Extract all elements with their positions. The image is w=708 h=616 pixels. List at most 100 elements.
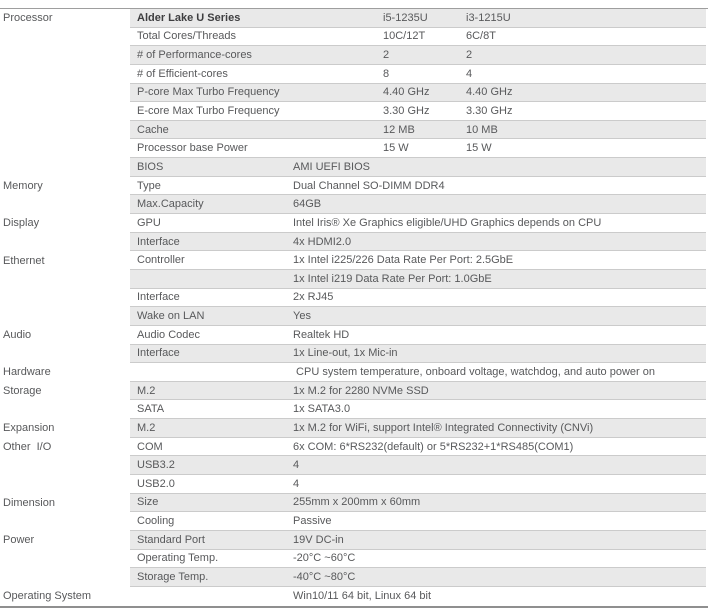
row-label: E-core Max Turbo Frequency xyxy=(137,105,280,118)
row-category xyxy=(0,102,130,121)
table-row: Memory Type Dual Channel SO-DIMM DDR4 xyxy=(0,176,708,196)
row-value-secondary: 2 xyxy=(466,49,473,62)
row-body: 1x Intel i219 Data Rate Per Port: 1.0GbE xyxy=(130,269,706,289)
spec-table: Processor Alder Lake U Series i5-1235U i3-1… xyxy=(0,8,708,606)
row-category xyxy=(0,475,130,494)
row-body: Storage Temp. -40°C ~80°C xyxy=(130,568,706,587)
row-category xyxy=(0,400,130,420)
row-body: Interface 1x Line-out, 1x Mic-in xyxy=(130,344,706,364)
row-value-secondary: 10 MB xyxy=(466,123,498,136)
row-category: Other I/O xyxy=(0,437,130,457)
row-value-secondary: 3.30 GHz xyxy=(466,105,513,118)
row-body: CPU system temperature, onboard voltage,… xyxy=(130,363,706,382)
row-category xyxy=(0,232,130,252)
row-category: Storage xyxy=(0,381,130,401)
table-row: Cache 12 MB 10 MB xyxy=(0,120,708,140)
row-value: 1x SATA3.0 xyxy=(293,403,351,416)
row-body: GPU Intel Iris® Xe Graphics eligible/UHD … xyxy=(130,214,706,233)
row-value: 4 xyxy=(293,477,300,490)
table-row: Hardware CPU system temperature, onboard… xyxy=(0,363,708,382)
row-body: SATA 1x SATA3.0 xyxy=(130,400,706,420)
row-category: Memory xyxy=(0,176,130,196)
row-label: Standard Port xyxy=(137,533,205,546)
row-value: Realtek HD xyxy=(293,328,350,341)
row-value: 4 xyxy=(293,459,300,472)
table-row: Processor base Power 15 W 15 W xyxy=(0,139,708,159)
row-category xyxy=(0,344,130,364)
row-label: # of Performance-cores xyxy=(137,49,252,62)
row-label: M.2 xyxy=(137,421,156,434)
table-row: Dimension Size 255mm x 200mm x 60mm xyxy=(0,493,708,513)
row-label: Cooling xyxy=(137,515,175,528)
row-value-secondary: 15 W xyxy=(466,142,492,155)
row-category xyxy=(0,288,130,308)
row-value: Dual Channel SO-DIMM DDR4 xyxy=(293,179,445,192)
row-category: Audio xyxy=(0,325,130,345)
table-row: Other I/O COM 6x COM: 6*RS232(default) or … xyxy=(0,437,708,457)
row-value: 1x M.2 for 2280 NVMe SSD xyxy=(293,384,429,397)
row-category xyxy=(0,158,130,177)
table-row: E-core Max Turbo Frequency 3.30 GHz 3.30 G… xyxy=(0,102,708,121)
row-value: 19V DC-in xyxy=(293,533,344,546)
table-row: Processor Alder Lake U Series i5-1235U i3-1… xyxy=(0,9,708,28)
row-value: i5-1235U xyxy=(383,11,428,24)
row-value-secondary: 6C/8T xyxy=(466,30,496,43)
table-row: # of Performance-cores 2 2 xyxy=(0,46,708,65)
row-category xyxy=(0,139,130,159)
row-category xyxy=(0,120,130,140)
row-value: 2x RJ45 xyxy=(293,291,334,304)
row-body: USB2.0 4 xyxy=(130,475,706,494)
table-row: USB2.0 4 xyxy=(0,475,708,494)
row-body: Standard Port 19V DC-in xyxy=(130,530,706,550)
row-value: 1x Intel i219 Data Rate Per Port: 1.0GbE xyxy=(293,272,492,285)
row-value: 64GB xyxy=(293,198,322,211)
row-value: 4.40 GHz xyxy=(383,86,430,99)
row-category: Hardware xyxy=(0,363,130,382)
row-body: BIOS AMI UEFI BIOS xyxy=(130,158,706,177)
table-row: Wake on LAN Yes xyxy=(0,307,708,326)
row-label: Cache xyxy=(137,123,169,136)
table-row: Operating Temp. -20°C ~60°C xyxy=(0,549,708,569)
row-category xyxy=(0,64,130,84)
row-body: USB3.2 4 xyxy=(130,456,706,476)
row-value: 1x M.2 for WiFi, support Intel® Integrat… xyxy=(293,421,594,434)
row-value: Win10/11 64 bit, Linux 64 bit xyxy=(293,590,431,603)
row-category: Processor xyxy=(0,9,130,28)
row-body: Max.Capacity 64GB xyxy=(130,195,706,215)
row-label: P-core Max Turbo Frequency xyxy=(137,86,280,99)
row-category xyxy=(0,568,130,587)
row-value: 15 W xyxy=(383,142,409,155)
table-row: SATA 1x SATA3.0 xyxy=(0,400,708,420)
row-label: Max.Capacity xyxy=(137,198,204,211)
row-label: # of Efficient-cores xyxy=(137,67,228,80)
row-label: Audio Codec xyxy=(137,328,200,341)
row-body: Interface 4x HDMI2.0 xyxy=(130,232,706,252)
table-row: Ethernet Controller 1x Intel i225/226 Data… xyxy=(0,251,708,270)
row-body: COM 6x COM: 6*RS232(default) or 5*RS232+1… xyxy=(130,437,706,457)
row-value: AMI UEFI BIOS xyxy=(293,160,371,173)
table-row: Total Cores/Threads 10C/12T 6C/8T xyxy=(0,27,708,47)
row-value: 2 xyxy=(383,49,390,62)
row-category xyxy=(0,307,130,326)
row-value-secondary: 4.40 GHz xyxy=(466,86,513,99)
table-row: Storage M.2 1x M.2 for 2280 NVMe SSD xyxy=(0,381,708,401)
table-row: P-core Max Turbo Frequency 4.40 GHz 4.40 G… xyxy=(0,83,708,103)
row-category: Operating System xyxy=(0,586,130,606)
row-category xyxy=(0,46,130,65)
row-category: Display xyxy=(0,214,130,233)
row-body: Type Dual Channel SO-DIMM DDR4 xyxy=(130,176,706,196)
row-body: Audio Codec Realtek HD xyxy=(130,325,706,345)
row-value: CPU system temperature, onboard voltage,… xyxy=(293,365,655,378)
row-value: Passive xyxy=(293,515,332,528)
table-row: Expansion M.2 1x M.2 for WiFi, support Int… xyxy=(0,419,708,438)
row-label: Controller xyxy=(137,254,185,267)
row-value: 6x COM: 6*RS232(default) or 5*RS232+1*RS… xyxy=(293,440,574,453)
row-body: P-core Max Turbo Frequency 4.40 GHz 4.40 G… xyxy=(130,83,706,103)
row-category: Power xyxy=(0,530,130,550)
row-value: Yes xyxy=(293,310,311,323)
row-label: Wake on LAN xyxy=(137,310,205,323)
row-label: M.2 xyxy=(137,384,156,397)
row-category xyxy=(0,83,130,103)
bottom-rule xyxy=(0,605,708,608)
